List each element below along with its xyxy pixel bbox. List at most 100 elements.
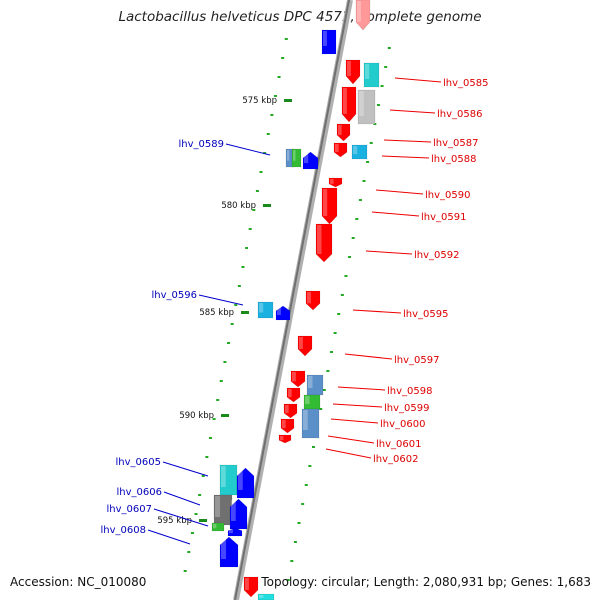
gene-feature bbox=[278, 434, 292, 444]
gene-feature-shine bbox=[277, 307, 281, 316]
gc-tick bbox=[187, 551, 191, 553]
gc-tick bbox=[376, 104, 380, 106]
gene-feature-shine bbox=[343, 88, 347, 114]
gene-feature-shine bbox=[231, 500, 236, 521]
gene-feature-shine bbox=[365, 64, 370, 79]
gene-label-leader bbox=[147, 529, 191, 545]
gene-feature bbox=[333, 142, 348, 158]
gene-label-leader bbox=[332, 403, 383, 408]
gene-label-leader bbox=[352, 309, 402, 314]
gene-feature-shine bbox=[323, 31, 327, 46]
gene-label-red: lhv_0598 bbox=[387, 386, 432, 397]
gene-feature bbox=[345, 59, 361, 85]
gc-tick bbox=[223, 361, 227, 363]
gc-tick bbox=[351, 237, 355, 239]
gene-feature-shine bbox=[238, 469, 243, 490]
gc-tick bbox=[270, 114, 274, 116]
gene-feature-shine bbox=[221, 466, 226, 487]
gene-label-red: lhv_0587 bbox=[433, 138, 478, 149]
gene-label-leader bbox=[153, 508, 209, 527]
gene-feature-shine bbox=[215, 496, 221, 517]
gene-feature-shine bbox=[359, 91, 364, 116]
gene-feature-shine bbox=[323, 189, 328, 216]
gene-feature-shine bbox=[338, 125, 342, 136]
gene-feature bbox=[302, 151, 319, 170]
scale-tick-label: 595 kbp bbox=[157, 516, 192, 526]
gc-tick bbox=[183, 570, 187, 572]
gene-feature-shine bbox=[287, 150, 290, 161]
gc-tick bbox=[304, 484, 308, 486]
gene-label-leader bbox=[375, 189, 424, 195]
gc-tick bbox=[326, 370, 330, 372]
gene-feature bbox=[363, 62, 380, 88]
gene-feature bbox=[351, 144, 368, 160]
gene-label-leader bbox=[325, 448, 372, 459]
gene-label-leader bbox=[198, 294, 244, 306]
gene-feature-shine bbox=[353, 146, 358, 155]
gene-feature bbox=[257, 593, 275, 600]
gene-label-red: lhv_0591 bbox=[421, 212, 466, 223]
gene-feature-shine bbox=[293, 150, 296, 161]
scale-tick-mark bbox=[199, 519, 207, 522]
gene-feature-shine bbox=[288, 389, 292, 398]
gene-feature-shine bbox=[259, 303, 264, 313]
gc-tick bbox=[380, 85, 384, 87]
gene-feature bbox=[301, 408, 320, 439]
gc-tick bbox=[348, 256, 352, 258]
gc-tick bbox=[322, 389, 326, 391]
gc-tick bbox=[216, 399, 220, 401]
gene-feature bbox=[305, 290, 321, 311]
gc-tick bbox=[194, 513, 198, 515]
gene-label-red: lhv_0590 bbox=[425, 190, 470, 201]
gene-label-leader bbox=[394, 77, 442, 83]
gene-label-leader bbox=[344, 353, 393, 360]
gene-feature bbox=[341, 86, 357, 123]
gene-label-red: lhv_0597 bbox=[394, 355, 439, 366]
gene-feature bbox=[328, 177, 343, 188]
scale-tick-label: 580 kbp bbox=[221, 201, 256, 211]
gene-feature-shine bbox=[280, 436, 284, 441]
gene-label-leader bbox=[365, 250, 413, 255]
scale-ticks: 575 kbp 580 kbp 585 kbp 590 kbp 595 kbp bbox=[157, 96, 292, 526]
gc-tick bbox=[241, 266, 245, 268]
gene-feature bbox=[297, 335, 313, 357]
gene-feature bbox=[243, 576, 259, 598]
gene-label-blue: lhv_0605 bbox=[116, 457, 161, 468]
gc-tick bbox=[366, 161, 370, 163]
gc-tick bbox=[330, 351, 334, 353]
gc-tick bbox=[205, 456, 209, 458]
gene-label-red: lhv_0602 bbox=[373, 454, 418, 465]
gc-tick bbox=[355, 218, 359, 220]
gc-tick bbox=[255, 190, 259, 192]
gc-tick bbox=[340, 294, 344, 296]
gene-feature bbox=[275, 305, 291, 321]
gene-label-leader bbox=[162, 461, 209, 477]
gc-tick bbox=[281, 57, 285, 59]
gene-feature bbox=[283, 403, 298, 419]
gene-feature bbox=[315, 223, 333, 263]
gc-tick bbox=[245, 247, 249, 249]
gene-label-leader bbox=[225, 143, 271, 156]
gene-feature bbox=[321, 187, 338, 225]
gc-tick bbox=[301, 503, 305, 505]
genome-summary: Topology: circular; Length: 2,080,931 bp… bbox=[261, 575, 591, 589]
gc-tick bbox=[358, 199, 362, 201]
accession-label: Accession: NC_010080 bbox=[10, 575, 147, 589]
gene-feature-shine bbox=[245, 578, 249, 590]
gc-tick bbox=[190, 532, 194, 534]
gene-label-blue: lhv_0596 bbox=[152, 290, 197, 301]
scale-tick-label: 590 kbp bbox=[179, 411, 214, 421]
gene-feature-shine bbox=[305, 396, 310, 405]
gene-label-blue: lhv_0606 bbox=[117, 487, 162, 498]
gene-feature-shine bbox=[347, 61, 351, 76]
gc-tick bbox=[259, 171, 263, 173]
gene-label-leader bbox=[327, 435, 375, 444]
gene-label-red: lhv_0588 bbox=[431, 154, 476, 165]
scale-tick-mark bbox=[221, 414, 229, 417]
scale-tick-mark bbox=[263, 204, 271, 207]
gc-tick bbox=[362, 180, 366, 182]
gene-label-leader bbox=[383, 139, 432, 143]
gc-tick bbox=[198, 494, 202, 496]
